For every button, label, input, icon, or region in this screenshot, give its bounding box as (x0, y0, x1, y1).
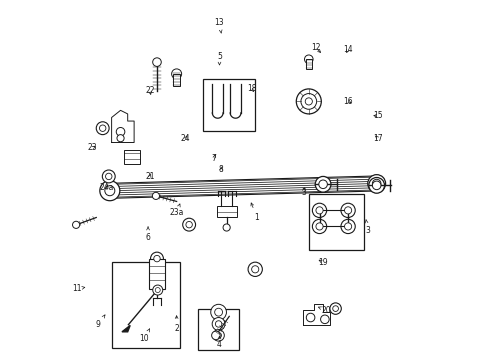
Circle shape (212, 318, 224, 330)
Circle shape (150, 252, 163, 265)
Text: 15: 15 (373, 111, 383, 120)
Circle shape (305, 98, 312, 105)
Text: 24a: 24a (100, 183, 114, 192)
Circle shape (185, 221, 192, 228)
Circle shape (171, 69, 181, 79)
Circle shape (152, 58, 161, 66)
Circle shape (340, 219, 354, 234)
Circle shape (318, 180, 326, 189)
Text: 1: 1 (250, 203, 259, 222)
Circle shape (329, 303, 341, 314)
Circle shape (312, 203, 326, 217)
Bar (173, 73, 180, 86)
Text: 11: 11 (72, 284, 84, 293)
Circle shape (344, 207, 351, 214)
Circle shape (215, 321, 222, 327)
Polygon shape (303, 304, 329, 325)
Text: 21: 21 (145, 172, 154, 181)
Bar (216, 206, 236, 217)
Circle shape (368, 177, 384, 193)
Circle shape (372, 181, 380, 190)
Text: 10: 10 (140, 329, 149, 343)
Circle shape (296, 89, 321, 114)
Circle shape (105, 173, 112, 180)
Text: 3: 3 (365, 220, 369, 234)
Text: 14: 14 (343, 45, 352, 54)
Circle shape (117, 135, 124, 142)
Text: 23a: 23a (169, 204, 183, 217)
Circle shape (152, 285, 163, 295)
Text: 9: 9 (96, 315, 105, 329)
Circle shape (152, 192, 159, 199)
Circle shape (96, 122, 109, 135)
Circle shape (72, 221, 80, 228)
Text: 2: 2 (174, 316, 179, 333)
Text: 20: 20 (318, 306, 331, 315)
Bar (149, 258, 164, 289)
Circle shape (315, 223, 323, 230)
Circle shape (320, 315, 328, 324)
Circle shape (215, 333, 221, 338)
Polygon shape (111, 111, 134, 143)
Text: 4: 4 (217, 336, 222, 349)
Bar (203, 79, 254, 131)
Circle shape (210, 304, 226, 320)
Circle shape (344, 223, 351, 230)
Text: 8: 8 (219, 165, 223, 174)
Circle shape (340, 203, 354, 217)
Text: 13: 13 (214, 18, 224, 33)
Circle shape (212, 330, 224, 341)
Circle shape (102, 170, 115, 183)
Bar (112, 262, 180, 348)
Circle shape (183, 218, 195, 231)
Circle shape (367, 175, 385, 193)
Bar (305, 59, 311, 69)
Circle shape (315, 176, 330, 192)
Circle shape (251, 266, 258, 273)
Circle shape (372, 179, 380, 188)
Circle shape (99, 125, 106, 131)
Circle shape (304, 55, 312, 64)
Circle shape (104, 186, 115, 196)
Circle shape (100, 181, 120, 201)
Text: 24: 24 (181, 134, 190, 143)
Circle shape (312, 219, 326, 234)
Polygon shape (122, 325, 130, 332)
Circle shape (223, 224, 230, 231)
Circle shape (155, 288, 160, 293)
Circle shape (214, 308, 222, 316)
Text: 18: 18 (246, 84, 256, 93)
Bar (124, 150, 140, 164)
Text: 5: 5 (217, 52, 222, 65)
Text: 22: 22 (145, 86, 154, 95)
Circle shape (116, 127, 124, 136)
Text: 19: 19 (318, 258, 327, 267)
Circle shape (300, 94, 316, 109)
Circle shape (305, 313, 314, 322)
Circle shape (332, 306, 338, 311)
Circle shape (247, 262, 262, 276)
Text: 23: 23 (88, 143, 97, 152)
Circle shape (315, 207, 323, 214)
Circle shape (153, 255, 160, 262)
Text: 7: 7 (211, 154, 216, 163)
Text: 12: 12 (310, 43, 320, 53)
Text: 16: 16 (343, 97, 352, 106)
Circle shape (211, 331, 220, 340)
Text: 3: 3 (301, 188, 305, 197)
Bar (308, 194, 364, 249)
Text: 6: 6 (145, 227, 150, 242)
Text: 17: 17 (373, 134, 383, 143)
Bar (198, 309, 239, 350)
